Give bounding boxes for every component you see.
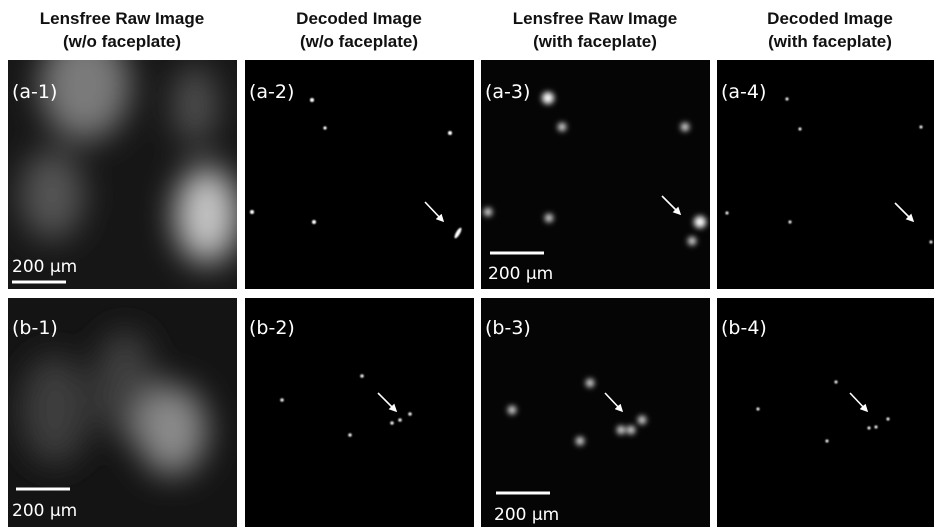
column-subtitle: (w/o faceplate) <box>300 32 418 51</box>
column-subtitle: (with faceplate) <box>533 32 657 51</box>
panel-label: (a-1) <box>12 81 57 103</box>
column-title: Decoded Image <box>767 9 893 28</box>
panel-label: (a-3) <box>485 81 530 103</box>
column-title: Lensfree Raw Image <box>40 9 204 28</box>
panel-label: (b-4) <box>721 317 767 339</box>
column-title: Lensfree Raw Image <box>513 9 677 28</box>
page: {"columns": [ {"title_lines": ["Lensfree… <box>0 0 934 527</box>
panel-label: (b-2) <box>249 317 295 339</box>
column-subtitle: (with faceplate) <box>768 32 892 51</box>
column-subtitle: (w/o faceplate) <box>63 32 181 51</box>
panel-label: (b-3) <box>485 317 531 339</box>
column-title: Decoded Image <box>296 9 422 28</box>
panel-label: (b-1) <box>12 317 58 339</box>
scale-bar-label: 200 µm <box>488 264 553 284</box>
scale-bar-label: 200 µm <box>494 505 559 525</box>
scale-bar-label: 200 µm <box>12 501 77 521</box>
panel-label: (a-2) <box>249 81 294 103</box>
scale-bar-label: 200 µm <box>12 257 77 277</box>
figure: Lensfree Raw Image (w/o faceplate) Decod… <box>0 0 934 527</box>
panel-label: (a-4) <box>721 81 766 103</box>
